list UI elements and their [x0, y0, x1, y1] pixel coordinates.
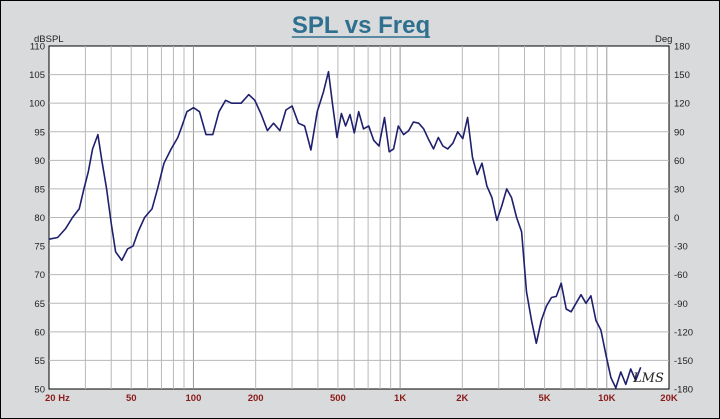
- y-axis-left-label: dBSPL: [34, 34, 64, 45]
- y-tick-label-right: 90: [674, 127, 685, 138]
- y-tick-label-right: -150: [674, 356, 693, 367]
- y-tick-label-right: 120: [674, 99, 690, 110]
- y-tick-label-left: 95: [34, 127, 45, 138]
- y-tick-label-right: -90: [674, 299, 688, 310]
- y-tick-label-left: 65: [34, 299, 45, 310]
- y-axis-left-ticks: 50 55 60 65 70 75 80 85 90 95 100 105 110: [29, 42, 45, 396]
- y-tick-label-left: 100: [29, 99, 45, 110]
- y-tick-label-left: 110: [30, 42, 45, 53]
- series-layer: [48, 70, 642, 389]
- x-tick-label: 10K: [598, 393, 616, 404]
- x-tick-label: 20K: [660, 393, 678, 404]
- y-tick-label-left: 90: [34, 156, 45, 167]
- y-tick-label-right: -30: [674, 242, 688, 253]
- x-tick-label: 200: [248, 393, 264, 404]
- y-tick-label-right: -60: [674, 270, 688, 281]
- y-axis-right-ticks: -180 -150 -120 -90 -60 -30 0 30 60 90 120 150 180: [674, 42, 693, 396]
- x-tick-label: 5K: [538, 393, 550, 404]
- y-tick-label-left: 50: [34, 385, 45, 396]
- lms-logo: LMS: [632, 371, 664, 386]
- y-axis-right-label: Deg: [655, 34, 672, 45]
- y-tick-label-left: 75: [34, 242, 45, 253]
- series-line-spl: [48, 70, 642, 389]
- y-tick-label-left: 55: [34, 356, 45, 367]
- x-tick-label: 1K: [394, 393, 406, 404]
- x-tick-label: 2K: [456, 393, 468, 404]
- x-tick-label: 100: [186, 393, 202, 404]
- y-tick-label-right: 180: [674, 42, 690, 53]
- y-tick-label-right: 150: [674, 70, 690, 81]
- y-tick-label-left: 85: [34, 184, 45, 195]
- x-tick-label: 50: [126, 393, 137, 404]
- x-tick-label: 500: [330, 393, 346, 404]
- chart-title: SPL vs Freq: [292, 12, 430, 39]
- x-axis-ticks: 20 Hz 50 100 200 500 1K 2K 5K 10K 20K: [45, 393, 678, 404]
- y-tick-label-left: 70: [34, 270, 45, 281]
- y-tick-label-left: 80: [34, 213, 45, 224]
- y-tick-label-right: 0: [674, 213, 679, 224]
- y-tick-label-left: 60: [34, 327, 45, 338]
- y-tick-label-right: -120: [674, 327, 693, 338]
- y-tick-label-right: -180: [674, 385, 693, 396]
- y-tick-label-left: 105: [29, 70, 45, 81]
- x-tick-label: 20 Hz: [45, 393, 70, 404]
- y-tick-label-right: 60: [674, 156, 685, 167]
- y-tick-label-right: 30: [674, 184, 685, 195]
